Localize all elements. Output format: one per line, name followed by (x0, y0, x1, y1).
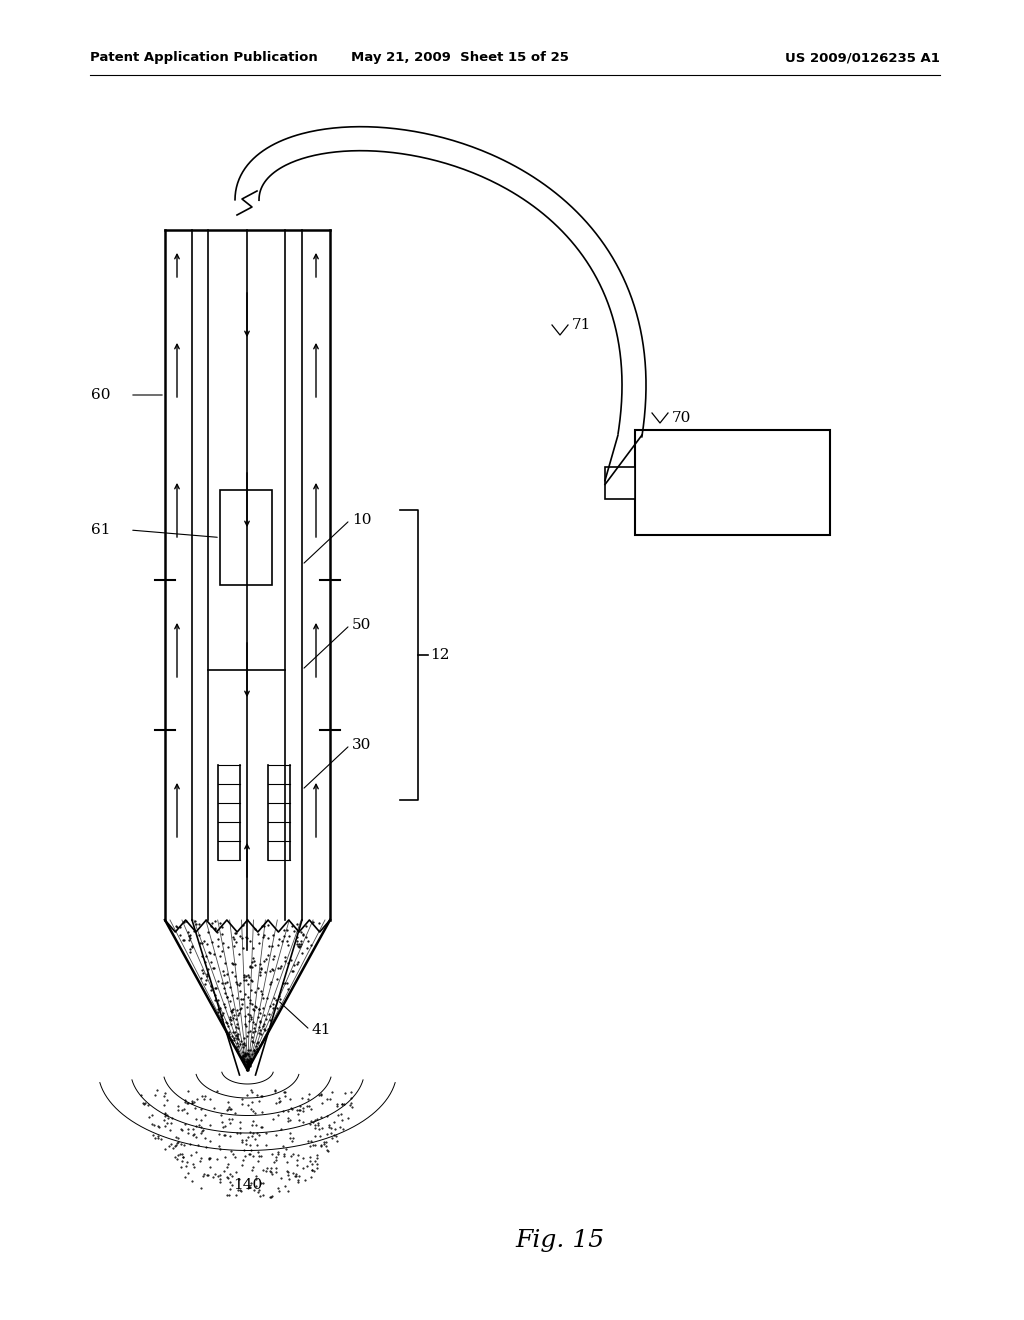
Text: Fig. 15: Fig. 15 (515, 1229, 604, 1251)
Text: 71: 71 (572, 318, 592, 333)
Text: May 21, 2009  Sheet 15 of 25: May 21, 2009 Sheet 15 of 25 (351, 51, 569, 65)
Bar (220, 490, 272, 585)
Text: Patent Application Publication: Patent Application Publication (90, 51, 317, 65)
Text: 41: 41 (312, 1023, 332, 1038)
Text: 30: 30 (352, 738, 372, 752)
Text: US 2009/0126235 A1: US 2009/0126235 A1 (785, 51, 940, 65)
Text: 61: 61 (90, 523, 110, 537)
Bar (635, 430, 830, 535)
Text: 60: 60 (90, 388, 110, 403)
Text: 70: 70 (672, 411, 691, 425)
Text: 10: 10 (352, 513, 372, 527)
Text: 140: 140 (232, 1177, 262, 1192)
Bar (605, 466, 635, 499)
Text: 12: 12 (430, 648, 450, 663)
Text: 50: 50 (352, 618, 372, 632)
